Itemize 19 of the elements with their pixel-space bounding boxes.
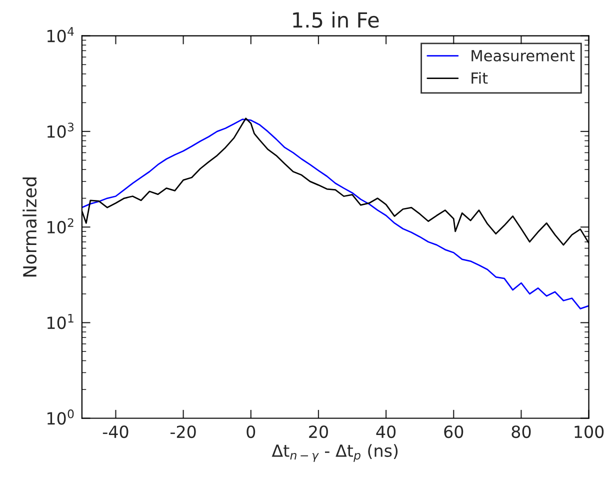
y-tick-label: 10$^{0}$ — [48, 409, 74, 425]
x-tick-label: -20 — [170, 425, 196, 438]
line-series — [82, 118, 589, 310]
x-tick-label: 40 — [376, 425, 396, 438]
x-axis-title: Δt$_{n−γ}$ - Δt$_{p}$ (ns) — [272, 444, 398, 462]
x-tick-label: 20 — [309, 425, 328, 438]
legend-label: Fit — [472, 72, 488, 84]
chart-title: 1.5 in Fe — [293, 12, 379, 28]
x-tick-label: 80 — [512, 425, 531, 438]
x-tick-label: 0 — [246, 425, 256, 438]
legend-label: Measurement — [472, 50, 575, 62]
y-tick-label: 10$^{3}$ — [48, 122, 74, 138]
y-axis-title: Normalized — [22, 177, 37, 276]
y-tick-label: 10$^{2}$ — [48, 218, 74, 234]
x-tick-label: 100 — [574, 425, 604, 438]
x-tick-label: 60 — [444, 425, 464, 438]
x-tick-label: -40 — [102, 425, 128, 438]
y-tick-label: 10$^{4}$ — [48, 27, 74, 42]
y-tick-label: 10$^{1}$ — [48, 314, 74, 330]
